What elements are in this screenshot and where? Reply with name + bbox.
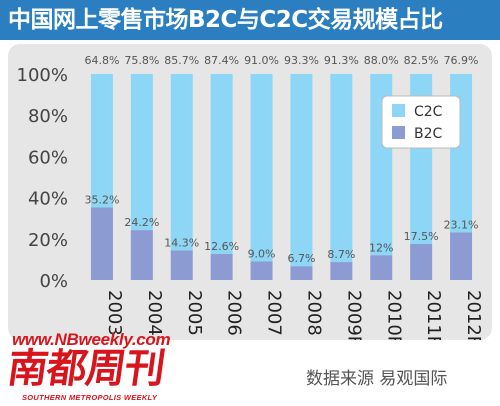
data-label-b2c: 17.5%: [404, 230, 439, 243]
bar-b2c: [370, 255, 393, 280]
chart-title: 中国网上零售市场B2C与C2C交易规模占比: [8, 7, 443, 33]
data-label-c2c: 75.8%: [124, 54, 159, 67]
x-tick-label: 2006: [224, 290, 245, 336]
data-source: 数据来源 易观国际: [306, 369, 448, 389]
y-tick-label: 60%: [28, 147, 68, 168]
brand-website: www.NBweekly.com: [12, 330, 171, 349]
bar-c2c: [210, 74, 233, 255]
y-tick-label: 0%: [39, 271, 68, 292]
bar-b2c: [90, 207, 113, 280]
data-label-c2c: 91.3%: [324, 54, 359, 67]
data-label-b2c: 24.2%: [124, 216, 159, 229]
bar-b2c: [210, 254, 233, 280]
y-tick-label: 40%: [28, 189, 68, 210]
x-tick-label: 2011F: [423, 290, 444, 340]
bar-c2c: [250, 74, 273, 262]
y-tick-label: 20%: [28, 230, 68, 251]
bar-c2c: [290, 74, 313, 267]
y-tick-label: 100%: [17, 65, 68, 86]
x-tick-label: 2007: [264, 290, 285, 336]
bar-c2c: [130, 74, 153, 231]
data-label-c2c: 88.0%: [364, 54, 399, 67]
bar-b2c: [410, 243, 433, 280]
brand-logo: 南都周刊: [4, 346, 168, 392]
bar-b2c: [170, 250, 193, 280]
bar-c2c: [330, 74, 353, 263]
legend-label-c2c: C2C: [414, 104, 443, 120]
x-tick-label: 2005: [184, 290, 205, 336]
data-label-b2c: 14.3%: [164, 237, 199, 250]
chart-panel: 0% 20% 40% 60% 80% 100% 64.8% 35.2% 2003 75.8% 24.…: [8, 44, 492, 340]
data-label-b2c: 9.0%: [248, 247, 276, 260]
x-tick-label: 2010F: [383, 290, 404, 340]
data-label-b2c: 35.2%: [84, 193, 119, 206]
data-label-b2c: 8.7%: [327, 248, 355, 261]
data-label-b2c: 12.6%: [204, 240, 239, 253]
data-label-c2c: 87.4%: [204, 54, 239, 67]
bar-c2c: [90, 74, 113, 208]
x-tick-label: 2003: [104, 290, 125, 336]
data-label-c2c: 91.0%: [244, 54, 279, 67]
bar-b2c: [130, 230, 153, 280]
legend-swatch-b2c: [392, 126, 405, 139]
bar-b2c: [330, 262, 353, 280]
x-tick-label: 2004: [144, 290, 165, 336]
data-label-b2c: 6.7%: [287, 252, 315, 265]
data-label-b2c: 23.1%: [444, 218, 479, 231]
legend-label-b2c: B2C: [414, 126, 443, 142]
bar-c2c: [170, 74, 193, 251]
data-label-c2c: 82.5%: [404, 54, 439, 67]
chart-plot: 0% 20% 40% 60% 80% 100% 64.8% 35.2% 2003 75.8% 24.…: [17, 54, 485, 340]
x-tick-label: 2012F: [463, 290, 484, 340]
bar-b2c: [290, 266, 313, 280]
brand-english-name: SOUTHERN METROPOLIS WEEKLY: [22, 393, 158, 402]
data-label-c2c: 64.8%: [84, 54, 119, 67]
title-bar: 中国网上零售市场B2C与C2C交易规模占比: [0, 0, 500, 40]
x-tick-label: 2008: [303, 290, 324, 336]
data-label-c2c: 76.9%: [444, 54, 479, 67]
data-label-c2c: 93.3%: [284, 54, 319, 67]
y-tick-label: 80%: [28, 106, 68, 127]
x-tick-label: 2009F: [343, 290, 364, 340]
bar-b2c: [250, 261, 273, 280]
bar-b2c: [450, 232, 473, 280]
data-label-c2c: 85.7%: [164, 54, 199, 67]
data-label-b2c: 12%: [369, 241, 393, 254]
legend-swatch-c2c: [392, 104, 405, 117]
